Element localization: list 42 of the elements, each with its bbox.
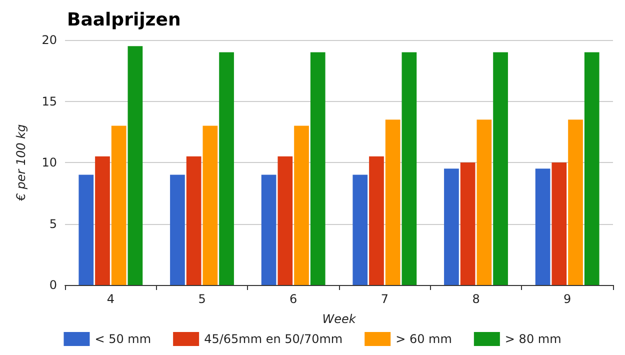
bar: [78, 174, 94, 285]
chart-title: Baalprijzen: [67, 10, 181, 30]
legend-label: > 60 mm: [396, 332, 452, 346]
bar: [385, 120, 400, 285]
bar: [294, 126, 309, 285]
x-tick-label: 8: [472, 292, 480, 306]
bar: [584, 52, 600, 285]
bar: [476, 120, 492, 285]
y-tick-label: 15: [42, 94, 57, 108]
legend-label: 45/65mm en 50/70mm: [204, 332, 343, 346]
bar: [170, 174, 185, 285]
y-tick-label: 0: [49, 278, 57, 292]
x-tick-label: 7: [380, 292, 388, 306]
bar: [202, 126, 218, 285]
bar: [111, 126, 126, 285]
x-tick-label: 9: [564, 292, 572, 306]
y-tick-label: 10: [42, 156, 57, 170]
y-tick-label: 20: [42, 33, 57, 47]
y-axis-title: € per 100 kg: [14, 124, 28, 202]
bar: [369, 156, 384, 285]
x-tick-label: 6: [290, 292, 298, 306]
bar: [128, 46, 143, 285]
bar: [278, 156, 293, 285]
bar: [352, 174, 368, 285]
bar: [568, 120, 583, 285]
bar: [493, 52, 508, 285]
bar: [310, 52, 326, 285]
x-axis-title: Week: [322, 312, 357, 326]
bar: [402, 52, 417, 285]
legend-label: > 80 mm: [504, 332, 562, 346]
bar: [460, 162, 476, 285]
bar: [261, 174, 276, 285]
legend-label: < 50 mm: [94, 332, 152, 346]
bar: [552, 162, 567, 285]
bar: [444, 168, 459, 285]
y-tick-label: 5: [49, 216, 57, 231]
bar: [186, 156, 202, 285]
bar: [95, 156, 110, 285]
x-tick-label: 5: [198, 292, 206, 306]
x-tick-label: 4: [106, 292, 114, 306]
bar: [535, 168, 550, 285]
bar: [219, 52, 234, 285]
